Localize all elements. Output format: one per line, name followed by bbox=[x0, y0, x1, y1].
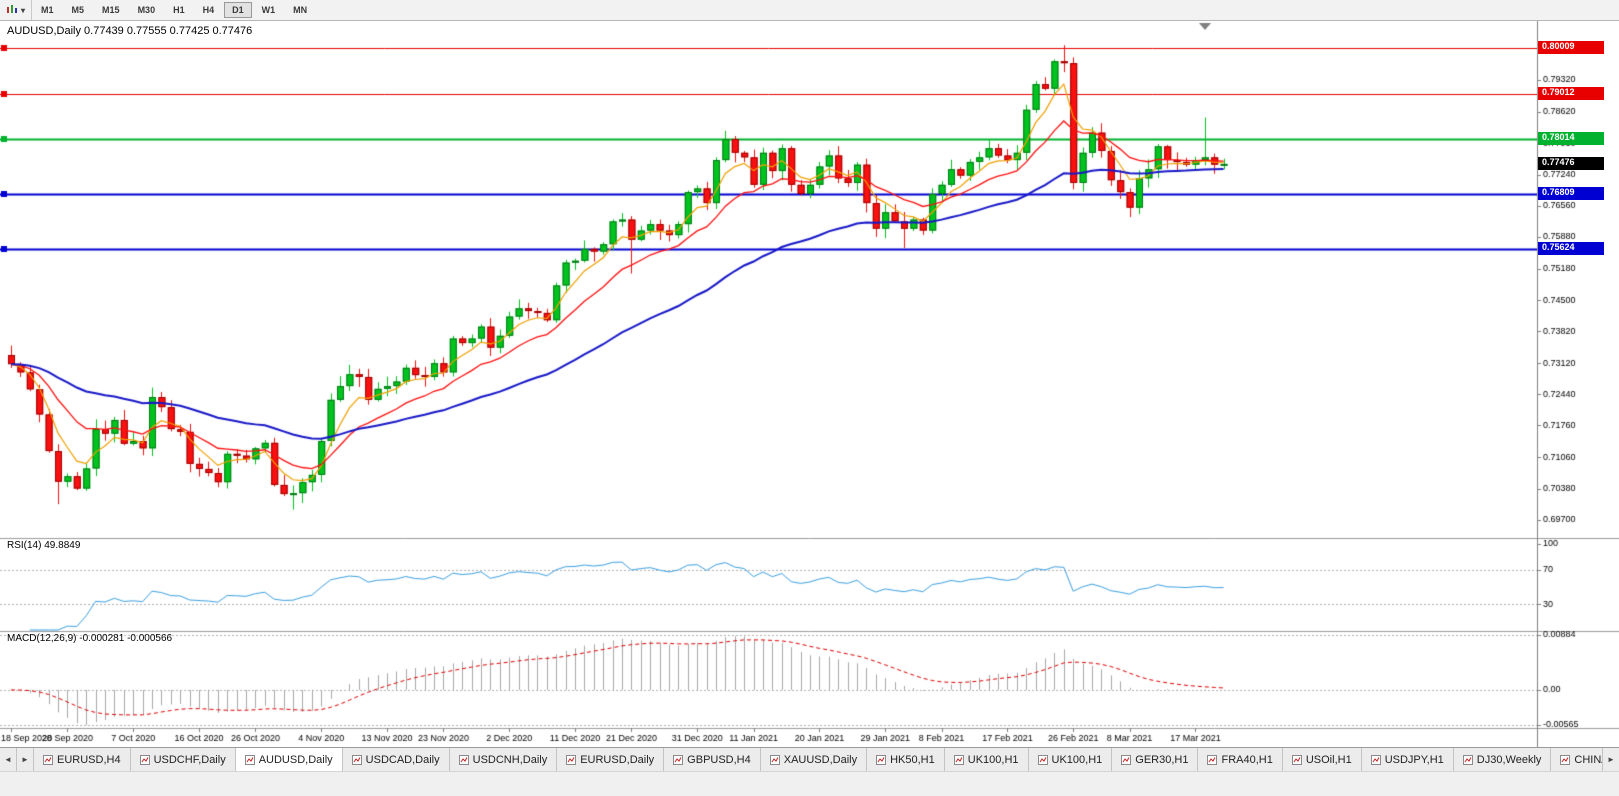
tab-chart-icon bbox=[139, 754, 150, 765]
timeframe-toolbar: ▾ M1 M5 M15 M30 H1 H4 D1 W1 MN bbox=[0, 0, 1619, 21]
timeframe-button-W1[interactable]: W1 bbox=[261, 5, 276, 15]
tab-label: USDCHF,Daily bbox=[153, 753, 226, 766]
tabs-strip: EURUSD,H4 USDCHF,Daily AUDUSD,Daily USDCAD,… bbox=[34, 748, 1619, 771]
macd-indicator-label: MACD(12,26,9) -0.000281 -0.000566 bbox=[7, 633, 173, 644]
tab-label: GBPUSD,H4 bbox=[687, 753, 751, 766]
chevron-down-icon: ▾ bbox=[21, 5, 26, 15]
timeframe-button-H4[interactable]: H4 bbox=[202, 5, 215, 15]
chart-tab-hk50-h1[interactable]: HK50,H1 bbox=[867, 748, 945, 771]
tab-label: EURUSD,H4 bbox=[57, 753, 121, 766]
tab-label: UK100,H1 bbox=[967, 753, 1019, 766]
tabs-scroll-right-small-button[interactable]: ► bbox=[17, 748, 34, 771]
level-price-label: 0.78014 bbox=[1538, 132, 1604, 146]
chart-tab-usdcad-daily[interactable]: USDCAD,Daily bbox=[343, 748, 450, 771]
timeframe-button-D1[interactable]: D1 bbox=[224, 2, 252, 18]
tab-label: USDCAD,Daily bbox=[365, 753, 440, 766]
chart-title: AUDUSD,Daily 0.77439 0.77555 0.77425 0.7… bbox=[7, 25, 252, 37]
tab-label: GER30,H1 bbox=[1135, 753, 1189, 766]
chart-type-menu-button[interactable]: ▾ bbox=[0, 0, 33, 20]
tabs-scroll-left-button[interactable]: ◄ bbox=[0, 748, 17, 771]
tab-chart-icon bbox=[673, 754, 684, 765]
chart-tab-usoil-h1[interactable]: USOil,H1 bbox=[1283, 748, 1362, 771]
tab-label: DJ30,Weekly bbox=[1476, 753, 1542, 766]
tab-chart-icon bbox=[351, 754, 362, 765]
chart-tab-fra40-h1[interactable]: FRA40,H1 bbox=[1198, 748, 1283, 771]
current-price-label: 0.77476 bbox=[1538, 156, 1604, 170]
tab-chart-icon bbox=[566, 754, 577, 765]
chart-tab-dj30-weekly[interactable]: DJ30,Weekly bbox=[1454, 748, 1552, 771]
chart-tab-uk100-h1[interactable]: UK100,H1 bbox=[945, 748, 1029, 771]
tabs-scroll-right-button[interactable]: ► bbox=[1602, 748, 1619, 771]
tab-label: EURUSD,Daily bbox=[580, 753, 655, 766]
tab-label: USOil,H1 bbox=[1305, 753, 1352, 766]
tab-label: XAUUSD,Daily bbox=[783, 753, 858, 766]
timeframe-button-M30[interactable]: M30 bbox=[137, 5, 156, 15]
chart-tab-xauusd-daily[interactable]: XAUUSD,Daily bbox=[761, 748, 868, 771]
chart-tab-usdjpy-h1[interactable]: USDJPY,H1 bbox=[1362, 748, 1454, 771]
chart-ohlc-values: 0.77439 0.77555 0.77425 0.77476 bbox=[84, 25, 253, 37]
tab-label: AUDUSD,Daily bbox=[258, 753, 333, 766]
tab-chart-icon bbox=[1121, 754, 1132, 765]
tab-chart-icon bbox=[1037, 754, 1048, 765]
tab-chart-icon bbox=[458, 754, 469, 765]
tab-label: HK50,H1 bbox=[890, 753, 935, 766]
tab-label: USDJPY,H1 bbox=[1384, 753, 1444, 766]
chart-tab-uk100-h1[interactable]: UK100,H1 bbox=[1029, 748, 1113, 771]
tab-chart-icon bbox=[43, 754, 53, 765]
tab-chart-icon bbox=[1370, 754, 1381, 765]
level-price-label: 0.80009 bbox=[1538, 41, 1604, 55]
tab-label: FRA40,H1 bbox=[1221, 753, 1273, 766]
timeframe-button-M1[interactable]: M1 bbox=[41, 5, 54, 15]
tab-chart-icon bbox=[1560, 754, 1571, 765]
timeframe-button-M5[interactable]: M5 bbox=[71, 5, 85, 15]
tab-chart-icon bbox=[876, 754, 887, 765]
tab-chart-icon bbox=[953, 754, 964, 765]
chart-area: AUDUSD,Daily 0.77439 0.77555 0.77425 0.7… bbox=[0, 21, 1619, 747]
chart-symbol-period: AUDUSD,Daily bbox=[7, 25, 81, 37]
timeframe-buttons: M1 M5 M15 M30 H1 H4 D1 W1 MN bbox=[32, 2, 316, 18]
timeframe-button-H1[interactable]: H1 bbox=[173, 5, 185, 15]
price-chart-canvas[interactable] bbox=[0, 21, 1619, 747]
chart-tab-eurusd-h4[interactable]: EURUSD,H4 bbox=[34, 748, 131, 771]
candlestick-chart-icon bbox=[6, 3, 18, 17]
level-price-label: 0.79012 bbox=[1538, 86, 1604, 100]
tab-chart-icon bbox=[1207, 754, 1218, 765]
timeframe-button-M15[interactable]: M15 bbox=[102, 5, 120, 15]
tab-chart-icon bbox=[244, 754, 255, 765]
tab-label: USDCNH,Daily bbox=[472, 753, 548, 766]
level-price-label: 0.76809 bbox=[1538, 187, 1604, 201]
chart-tab-ger30-h1[interactable]: GER30,H1 bbox=[1112, 748, 1199, 771]
tab-chart-icon bbox=[1291, 754, 1302, 765]
timeframe-button-MN[interactable]: MN bbox=[293, 5, 308, 15]
chart-tab-usdchf-daily[interactable]: USDCHF,Daily bbox=[131, 748, 236, 771]
chart-tab-usdcnh-daily[interactable]: USDCNH,Daily bbox=[450, 748, 558, 771]
level-price-label: 0.75624 bbox=[1538, 241, 1604, 255]
chart-tab-gbpusd-h4[interactable]: GBPUSD,H4 bbox=[664, 748, 761, 771]
status-bar bbox=[0, 771, 1619, 796]
tab-chart-icon bbox=[1462, 754, 1473, 765]
chart-tab-audusd-daily[interactable]: AUDUSD,Daily bbox=[235, 748, 343, 771]
rsi-indicator-label: RSI(14) 49.8849 bbox=[7, 540, 81, 551]
tab-chart-icon bbox=[769, 754, 780, 765]
chart-tab-eurusd-daily[interactable]: EURUSD,Daily bbox=[557, 748, 665, 771]
chart-tabs-bar: ◄ ► EURUSD,H4 USDCHF,Daily AUDUSD,Daily USD… bbox=[0, 747, 1619, 771]
tab-label: UK100,H1 bbox=[1051, 753, 1103, 766]
